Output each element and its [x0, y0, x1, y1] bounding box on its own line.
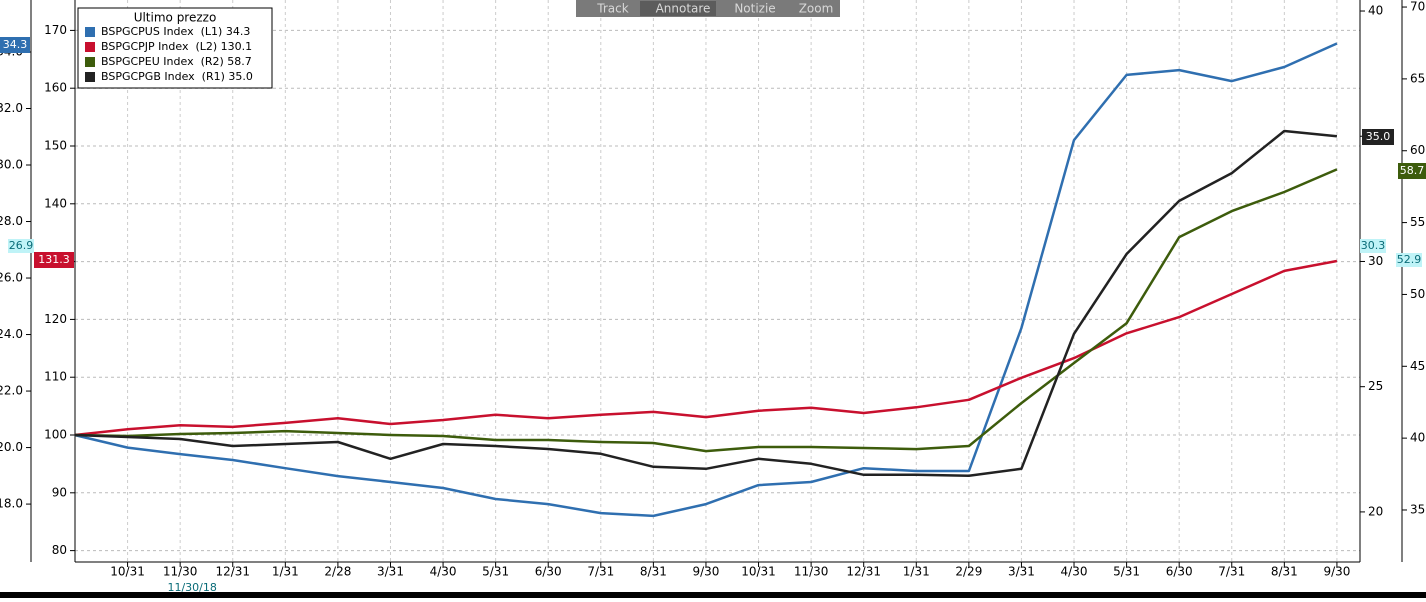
readout-bg [1396, 253, 1422, 267]
readout-label: 131.3 [38, 253, 70, 266]
toolbar-button[interactable]: Zoom [799, 2, 834, 16]
x-tick-label: 12/31 [846, 565, 881, 579]
readout-badge [34, 252, 74, 268]
legend-box [77, 7, 273, 89]
y-tick-label: 28.0 [0, 214, 23, 228]
readout-bg [1360, 239, 1386, 253]
readout-label: 26.9 [9, 239, 34, 252]
x-tick-label: 1/31 [272, 565, 299, 579]
y-tick-label: 40 [1368, 4, 1383, 18]
legend-swatch [85, 27, 95, 37]
series-line [74, 129, 1338, 478]
y-tick-label: 110 [44, 370, 67, 384]
x-tick-label: 12/31 [215, 565, 250, 579]
legend-title: Ultimo prezzo [134, 11, 217, 25]
y-tick-label: 150 [44, 139, 67, 153]
series-line [74, 42, 1338, 518]
readout-badge [1362, 129, 1394, 145]
x-tick-label: 6/30 [535, 565, 562, 579]
x-tick-label: 5/31 [1113, 565, 1140, 579]
date-marker: 11/30/18 [167, 581, 216, 594]
x-tick-label: 1/31 [903, 565, 930, 579]
y-tick-label: 65 [1410, 71, 1425, 85]
y-tick-label: 25 [1368, 379, 1383, 393]
x-tick-label: 7/31 [587, 565, 614, 579]
y-tick-label: 45 [1410, 359, 1425, 373]
x-tick-label: 2/28 [324, 565, 351, 579]
x-tick-label: 6/30 [1166, 565, 1193, 579]
readout-label: 52.9 [1397, 253, 1422, 266]
readout-label: 58.7 [1400, 164, 1425, 177]
x-tick-label: 10/31 [110, 565, 145, 579]
toolbar-button[interactable]: Track [596, 2, 628, 16]
y-tick-label: 90 [52, 485, 67, 499]
legend-entry: BSPGCPUS Index (L1) 34.3 [101, 25, 250, 38]
y-tick-label: 55 [1410, 215, 1425, 229]
series-line [74, 259, 1338, 437]
y-tick-label: 32.0 [0, 101, 23, 115]
y-tick-label: 35 [1410, 502, 1425, 516]
legend-entry: BSPGCPGB Index (R1) 35.0 [101, 70, 253, 83]
x-tick-label: 11/30 [794, 565, 829, 579]
y-tick-label: 160 [44, 81, 67, 95]
legend-entry: BSPGCPEU Index (R2) 58.7 [101, 55, 252, 68]
legend-swatch [85, 42, 95, 52]
x-tick-label: 11/30 [163, 565, 198, 579]
x-tick-label: 7/31 [1218, 565, 1245, 579]
toolbar-active [640, 1, 716, 16]
readout-label: 34.3 [3, 38, 28, 51]
readout-badge [0, 37, 30, 53]
readout-label: 35.0 [1366, 130, 1391, 143]
y-tick-label: 80 [52, 543, 67, 557]
y-tick-label: 24.0 [0, 327, 23, 341]
x-tick-label: 9/30 [1323, 565, 1350, 579]
y-tick-label: 170 [44, 23, 67, 37]
readout-label: 30.3 [1361, 239, 1386, 252]
x-tick-label: 8/31 [1271, 565, 1298, 579]
x-tick-label: 3/31 [1008, 565, 1035, 579]
y-tick-label: 120 [44, 312, 67, 326]
readout-bg [8, 239, 34, 253]
y-tick-label: 18.0 [0, 497, 23, 511]
y-tick-label: 30 [1368, 254, 1383, 268]
y-tick-label: 100 [44, 428, 67, 442]
y-tick-label: 70 [1410, 0, 1425, 14]
legend-swatch [85, 57, 95, 67]
x-tick-label: 4/30 [430, 565, 457, 579]
x-tick-label: 5/31 [482, 565, 509, 579]
y-tick-label: 60 [1410, 143, 1425, 157]
x-tick-label: 2/29 [955, 565, 982, 579]
y-tick-label: 22.0 [0, 384, 23, 398]
series-line [74, 168, 1338, 453]
legend-entry: BSPGCPJP Index (L2) 130.1 [101, 40, 252, 53]
y-tick-label: 20 [1368, 504, 1383, 518]
x-tick-label: 3/31 [377, 565, 404, 579]
y-tick-label: 30.0 [0, 158, 23, 172]
bottom-bar [0, 592, 1426, 598]
x-tick-label: 9/30 [692, 565, 719, 579]
y-tick-label: 140 [44, 196, 67, 210]
readout-badge [1398, 163, 1426, 179]
y-tick-label: 20.0 [0, 440, 23, 454]
x-tick-label: 4/30 [1061, 565, 1088, 579]
x-tick-label: 10/31 [741, 565, 776, 579]
y-tick-label: 50 [1410, 287, 1425, 301]
toolbar-button[interactable]: Notizie [734, 2, 775, 16]
y-tick-label: 40 [1410, 431, 1425, 445]
toolbar: Track Annotare Notizie Zoom [576, 0, 840, 17]
legend-swatch [85, 72, 95, 82]
toolbar-button[interactable]: Annotare [656, 2, 711, 16]
x-tick-label: 8/31 [640, 565, 667, 579]
y-tick-label: 26.0 [0, 271, 23, 285]
